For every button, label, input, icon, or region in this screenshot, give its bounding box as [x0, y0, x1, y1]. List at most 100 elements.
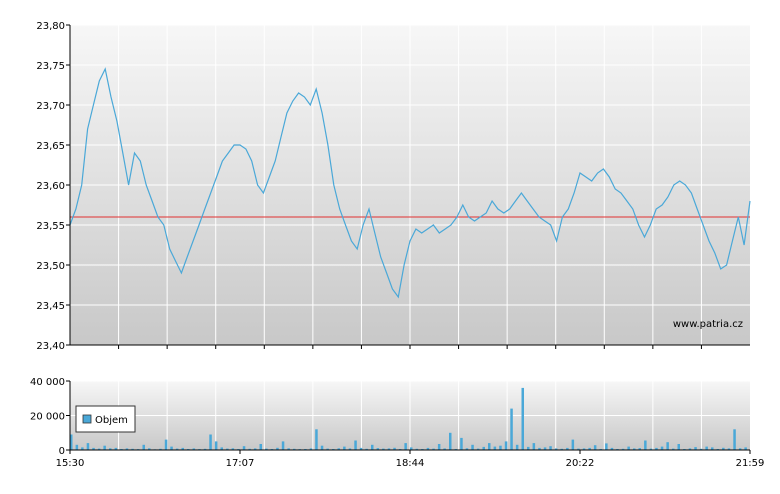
- volume-bar: [192, 448, 196, 450]
- legend-label: Objem: [95, 415, 128, 426]
- volume-bar: [415, 448, 419, 450]
- volume-bar: [538, 447, 541, 450]
- time-x-axis: 15:30 17:07 18:44 20:22 21:59: [56, 450, 764, 469]
- volume-bar: [109, 448, 112, 450]
- volume-bar: [114, 447, 118, 450]
- volume-legend: Objem: [75, 405, 136, 433]
- volume-bar: [359, 447, 363, 450]
- volume-bar: [722, 447, 725, 450]
- volume-bar: [309, 448, 313, 450]
- time-tick-label: 15:30: [56, 458, 85, 469]
- volume-bar: [159, 448, 162, 450]
- volume-bar: [404, 443, 407, 450]
- volume-bar: [287, 448, 290, 450]
- volume-bar: [432, 448, 435, 450]
- volume-bar: [493, 446, 497, 450]
- price-y-axis: 23,80 23,75 23,70 23,65 23,60 23,55 23,50 23,45…: [36, 21, 750, 352]
- volume-bar: [376, 448, 380, 450]
- volume-bar: [81, 447, 84, 450]
- volume-bar: [593, 445, 597, 450]
- volume-bar: [699, 448, 703, 450]
- volume-bar: [727, 448, 731, 450]
- volume-bar: [621, 448, 625, 450]
- volume-bar: [103, 445, 106, 450]
- price-tick-label: 23,60: [36, 181, 65, 192]
- price-tick-label: 23,40: [36, 341, 65, 352]
- volume-bar: [577, 448, 580, 450]
- volume-tick-label: 40 000: [30, 377, 65, 388]
- volume-bar: [633, 448, 636, 450]
- volume-bar: [220, 447, 223, 450]
- time-tick-label: 20:22: [566, 458, 595, 469]
- volume-bar: [449, 432, 452, 451]
- volume-bar: [460, 437, 463, 450]
- volume-bar: [70, 434, 73, 450]
- time-tick-label: 18:44: [396, 458, 425, 469]
- volume-bar: [97, 448, 101, 450]
- volume-bar: [354, 440, 357, 450]
- volume-bar: [711, 447, 714, 450]
- volume-bar: [510, 408, 513, 450]
- volume-bar: [733, 429, 736, 450]
- watermark-text: www.patria.cz: [673, 319, 743, 330]
- volume-bar: [410, 447, 413, 450]
- volume-bar: [382, 448, 385, 450]
- volume-bar: [566, 447, 569, 450]
- legend-swatch: [82, 414, 92, 424]
- volume-bar: [588, 447, 591, 450]
- volume-bar: [181, 447, 184, 450]
- volume-bar: [393, 447, 396, 450]
- volume-bar: [627, 446, 630, 450]
- volume-bar: [605, 443, 608, 450]
- price-series-line: [69, 67, 751, 299]
- volume-bar: [170, 446, 173, 450]
- volume-bar: [638, 448, 641, 450]
- price-tick-label: 23,75: [36, 61, 65, 72]
- volume-bar: [253, 448, 257, 450]
- volume-bar: [582, 448, 586, 450]
- volume-bar: [320, 445, 324, 450]
- price-panel: 23,80 23,75 23,70 23,65 23,60 23,55 23,50 23,45…: [36, 21, 751, 352]
- volume-bar: [164, 439, 168, 450]
- volume-bar: [326, 448, 329, 450]
- volume-bar: [515, 444, 519, 450]
- price-tick-label: 23,50: [36, 261, 65, 272]
- volume-bar: [571, 439, 575, 450]
- volume-bar: [649, 448, 653, 450]
- volume-bar: [476, 448, 480, 450]
- volume-bar: [471, 444, 474, 450]
- volume-bar: [387, 448, 391, 450]
- volume-bar: [672, 448, 675, 450]
- volume-bar: [610, 447, 614, 450]
- volume-bar: [248, 448, 251, 450]
- volume-bar: [315, 429, 318, 450]
- volume-bar: [527, 446, 530, 450]
- volume-bar: [242, 446, 246, 450]
- volume-bar: [465, 448, 469, 450]
- volume-bar: [276, 447, 279, 450]
- volume-bar: [365, 448, 368, 450]
- volume-bar: [75, 444, 79, 450]
- volume-bar: [554, 448, 558, 450]
- volume-bar: [660, 446, 664, 450]
- volume-bar: [265, 448, 268, 450]
- volume-bar: [543, 447, 547, 450]
- volume-bar: [426, 447, 430, 450]
- volume-bar: [86, 443, 90, 450]
- volume-bar: [521, 387, 524, 450]
- volume-bar: [203, 448, 207, 450]
- volume-bar: [560, 448, 563, 450]
- volume-bar: [688, 448, 692, 450]
- volume-bar: [214, 441, 218, 450]
- volume-bar: [488, 443, 491, 450]
- volume-bar: [281, 441, 285, 450]
- volume-bar: [644, 440, 647, 450]
- volume-bar: [504, 441, 508, 450]
- volume-bar: [677, 444, 680, 450]
- volume-bar: [337, 448, 340, 450]
- volume-bar: [744, 447, 747, 450]
- volume-bar: [175, 448, 179, 450]
- price-tick-label: 23,70: [36, 101, 65, 112]
